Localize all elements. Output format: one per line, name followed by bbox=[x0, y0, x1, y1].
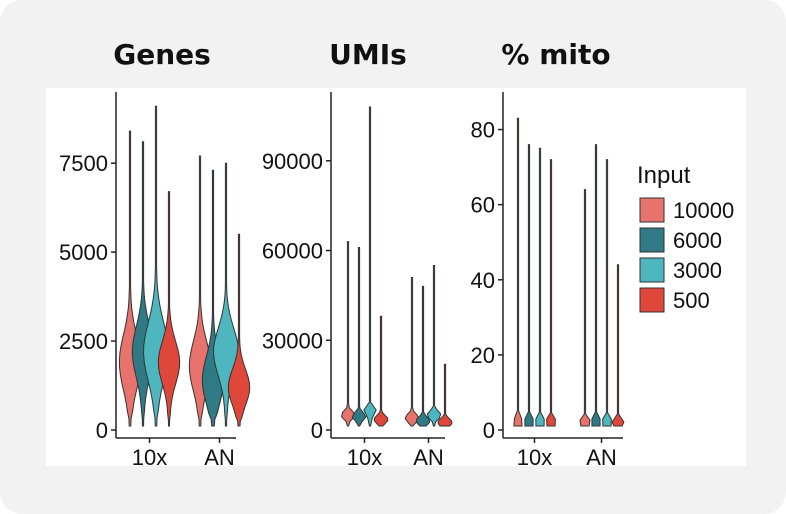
y-tick-label: 0 bbox=[96, 418, 108, 443]
y-tick-label: 2500 bbox=[59, 329, 108, 354]
y-tick-label: 0 bbox=[311, 418, 323, 443]
y-tick-label: 5000 bbox=[59, 240, 108, 265]
legend-label-10000: 10000 bbox=[673, 198, 734, 223]
legend: Input 10000 6000 3000 500 bbox=[637, 162, 734, 313]
y-tick-label: 60000 bbox=[262, 239, 323, 264]
panel-1: 0 30000 60000 90000 10x AN bbox=[262, 92, 453, 470]
y-tick-label: 80 bbox=[471, 118, 495, 143]
y-tick-label: 90000 bbox=[262, 149, 323, 174]
violin-500-AN bbox=[227, 233, 251, 427]
violin-3000-10x bbox=[363, 106, 377, 427]
violin-3000-AN bbox=[602, 159, 612, 427]
legend-title: Input bbox=[637, 162, 691, 189]
x-tick-label: 10x bbox=[347, 445, 382, 470]
y-tick-label: 20 bbox=[471, 343, 495, 368]
violin-500-AN bbox=[611, 264, 625, 427]
x-tick-label: AN bbox=[413, 445, 444, 470]
violin-3000-AN bbox=[426, 265, 442, 427]
y-tick-label: 60 bbox=[471, 193, 495, 218]
legend-swatch-3000 bbox=[639, 257, 665, 283]
panel-2: 0 20 40 60 80 10x AN bbox=[471, 92, 625, 470]
x-tick-label: 10x bbox=[132, 445, 167, 470]
panel-title-umis: UMIs bbox=[329, 38, 407, 71]
legend-swatch-500 bbox=[639, 287, 665, 313]
legend-swatch-10000 bbox=[639, 197, 665, 223]
violin-500-10x bbox=[157, 191, 181, 427]
violin-6000-10x bbox=[351, 247, 367, 427]
violin-6000-10x bbox=[524, 144, 534, 427]
violin-10000-10x bbox=[341, 241, 355, 427]
legend-label-3000: 3000 bbox=[673, 258, 722, 283]
violin-6000-AN bbox=[201, 169, 225, 427]
y-tick-label: 40 bbox=[471, 268, 495, 293]
violin-10000-AN bbox=[579, 189, 591, 427]
panel-0: 0 2500 5000 7500 10x AN bbox=[59, 92, 251, 470]
violin-500-10x bbox=[373, 315, 389, 427]
y-tick-label: 0 bbox=[483, 418, 495, 443]
y-tick-label: 7500 bbox=[59, 151, 108, 176]
violin-3000-AN bbox=[213, 162, 239, 427]
x-tick-label: AN bbox=[204, 445, 235, 470]
x-tick-label: 10x bbox=[517, 445, 552, 470]
violin-10000-10x bbox=[513, 117, 523, 427]
violin-6000-AN bbox=[591, 144, 601, 427]
plot-area bbox=[46, 88, 746, 466]
legend-swatch-6000 bbox=[639, 227, 665, 253]
violin-10000-AN bbox=[404, 277, 420, 427]
y-tick-label: 30000 bbox=[262, 328, 323, 353]
legend-label-500: 500 bbox=[673, 288, 710, 313]
violin-500-AN bbox=[437, 363, 453, 427]
violin-6000-AN bbox=[415, 285, 431, 427]
violin-500-10x bbox=[546, 159, 556, 427]
violin-3000-10x bbox=[535, 147, 545, 427]
panel-title-mito: % mito bbox=[501, 38, 611, 71]
x-tick-label: AN bbox=[586, 445, 617, 470]
legend-label-6000: 6000 bbox=[673, 228, 722, 253]
panel-title-genes: Genes bbox=[113, 38, 211, 71]
